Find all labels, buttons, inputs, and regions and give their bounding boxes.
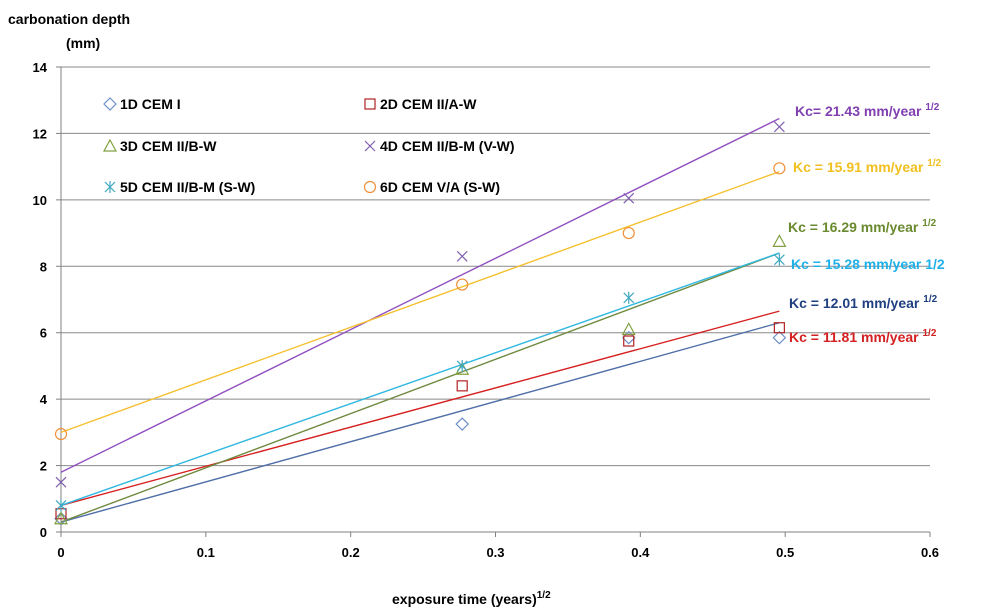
- data-point-series-6-4: [773, 162, 786, 175]
- legend-marker-6: [363, 180, 377, 194]
- fit-line-series-3: [60, 252, 780, 523]
- legend-label-4: 4D CEM II/B-M (V-W): [380, 138, 515, 154]
- slope-annotation-text-4: Kc = 15.28 mm/year 1/2: [791, 256, 945, 272]
- x-tick-label-1: 0.1: [197, 545, 215, 560]
- data-point-series-4-4: [773, 121, 785, 133]
- x-tick-label-6: 0.6: [921, 545, 939, 560]
- legend-marker-4: [364, 140, 376, 152]
- legend-label-3: 3D CEM II/B-W: [120, 138, 217, 154]
- legend-label-1: 1D CEM I: [120, 96, 181, 112]
- fit-line-series-4: [60, 117, 780, 473]
- x-axis-label: exposure time (years)1/2: [392, 590, 551, 607]
- legend-item-5: 5D CEM II/B-M (S-W): [104, 179, 255, 195]
- legend-marker-3: [102, 138, 118, 152]
- data-point-series-1-4: [772, 330, 787, 345]
- slope-annotation-1: Kc= 21.43 mm/year 1/2: [795, 102, 940, 119]
- data-point-series-6-2: [456, 278, 469, 291]
- slope-annotation-sup-6: 1/2: [923, 328, 937, 339]
- legend-item-6: 6D CEM V/A (S-W): [363, 179, 500, 195]
- data-point-series-5-3: [623, 291, 635, 304]
- axes: 0 2 4 6 8 10 12 14 0 0.1 0.2 0.3 0.4 0.5 0.6: [33, 60, 940, 560]
- slope-annotation-sup-2: 1/2: [927, 158, 941, 169]
- y-axis-label-line1: carbonation depth: [8, 11, 130, 27]
- y-tick-label-1: 2: [40, 459, 47, 474]
- data-point-series-5-4: [773, 253, 785, 266]
- data-point-series-1-2: [455, 417, 470, 431]
- y-tick-label-0: 0: [40, 525, 47, 540]
- data-point-series-5-2: [456, 359, 468, 372]
- data-point-series-6-1: [54, 427, 68, 441]
- slope-annotation-4: Kc = 15.28 mm/year 1/2: [791, 256, 945, 272]
- y-tick-label-3: 6: [40, 326, 47, 341]
- x-tick-label-5: 0.5: [776, 545, 794, 560]
- slope-annotation-text-1: Kc= 21.43 mm/year: [795, 103, 925, 119]
- fit-lines: [60, 117, 780, 523]
- fit-line-series-5: [60, 252, 780, 507]
- data-point-series-1-3: [621, 330, 636, 345]
- slope-annotation-text-3: Kc = 16.29 mm/year: [788, 219, 922, 235]
- slope-annotation-3: Kc = 16.29 mm/year 1/2: [788, 218, 937, 235]
- fit-line-series-6: [60, 170, 780, 434]
- slope-annotation-sup-5: 1/2: [923, 294, 937, 305]
- data-point-series-5-1: [55, 499, 67, 512]
- slope-annotations: Kc= 21.43 mm/year 1/2Kc = 15.91 mm/year …: [788, 102, 945, 345]
- legend-marker-1: [103, 97, 117, 111]
- data-point-series-2-2: [456, 380, 468, 392]
- data-point-series-6-3: [622, 226, 635, 240]
- data-point-series-3-3: [621, 322, 636, 335]
- slope-annotation-sup-1: 1/2: [925, 102, 939, 113]
- x-axis-label-main: exposure time (years): [392, 591, 537, 607]
- x-axis-label-sup: 1/2: [537, 590, 551, 601]
- legend-item-1: 1D CEM I: [103, 96, 181, 112]
- y-tick-label-4: 8: [40, 259, 47, 274]
- data-point-series-2-3: [623, 335, 635, 347]
- legend-label-5: 5D CEM II/B-M (S-W): [120, 179, 255, 195]
- slope-annotation-text-6: Kc = 11.81 mm/year: [789, 329, 923, 345]
- y-tick-label-2: 4: [40, 392, 48, 407]
- data-point-series-4-3: [623, 192, 635, 204]
- slope-annotation-sup-3: 1/2: [922, 218, 936, 229]
- y-tick-label-6: 12: [33, 126, 47, 141]
- legend-item-3: 3D CEM II/B-W: [102, 138, 217, 154]
- gridlines: [61, 66, 930, 467]
- x-tick-label-4: 0.4: [631, 545, 650, 560]
- y-tick-label-7: 14: [33, 60, 48, 75]
- x-tick-label-2: 0.2: [342, 545, 360, 560]
- legend: 1D CEM I 2D CEM II/A-W 3D CEM II/B-W 4D CEM…: [102, 96, 515, 195]
- data-point-series-2-4: [773, 322, 785, 334]
- x-tick-label-0: 0: [57, 545, 64, 560]
- data-point-series-1-1: [54, 511, 68, 526]
- slope-annotation-text-5: Kc = 12.01 mm/year: [789, 295, 923, 311]
- legend-label-2: 2D CEM II/A-W: [380, 96, 477, 112]
- data-point-series-4-1: [55, 476, 67, 488]
- legend-label-6: 6D CEM V/A (S-W): [380, 179, 500, 195]
- x-tick-label-3: 0.3: [486, 545, 504, 560]
- y-axis-label-line2: (mm): [66, 35, 100, 51]
- legend-marker-2: [364, 98, 376, 110]
- data-point-series-3-4: [772, 234, 787, 247]
- slope-annotation-5: Kc = 12.01 mm/year 1/2: [789, 294, 938, 311]
- data-point-series-4-2: [456, 250, 468, 262]
- data-points: [53, 121, 787, 526]
- fit-line-series-1: [60, 322, 780, 523]
- legend-item-2: 2D CEM II/A-W: [364, 96, 477, 112]
- slope-annotation-6: Kc = 11.81 mm/year 1/2: [789, 328, 937, 345]
- legend-marker-5: [104, 181, 116, 193]
- data-point-series-3-1: [53, 511, 69, 525]
- legend-item-4: 4D CEM II/B-M (V-W): [364, 138, 515, 154]
- slope-annotation-2: Kc = 15.91 mm/year 1/2: [793, 158, 942, 175]
- fit-line-series-2: [60, 310, 780, 507]
- slope-annotation-text-2: Kc = 15.91 mm/year: [793, 159, 927, 175]
- y-tick-label-5: 10: [33, 193, 47, 208]
